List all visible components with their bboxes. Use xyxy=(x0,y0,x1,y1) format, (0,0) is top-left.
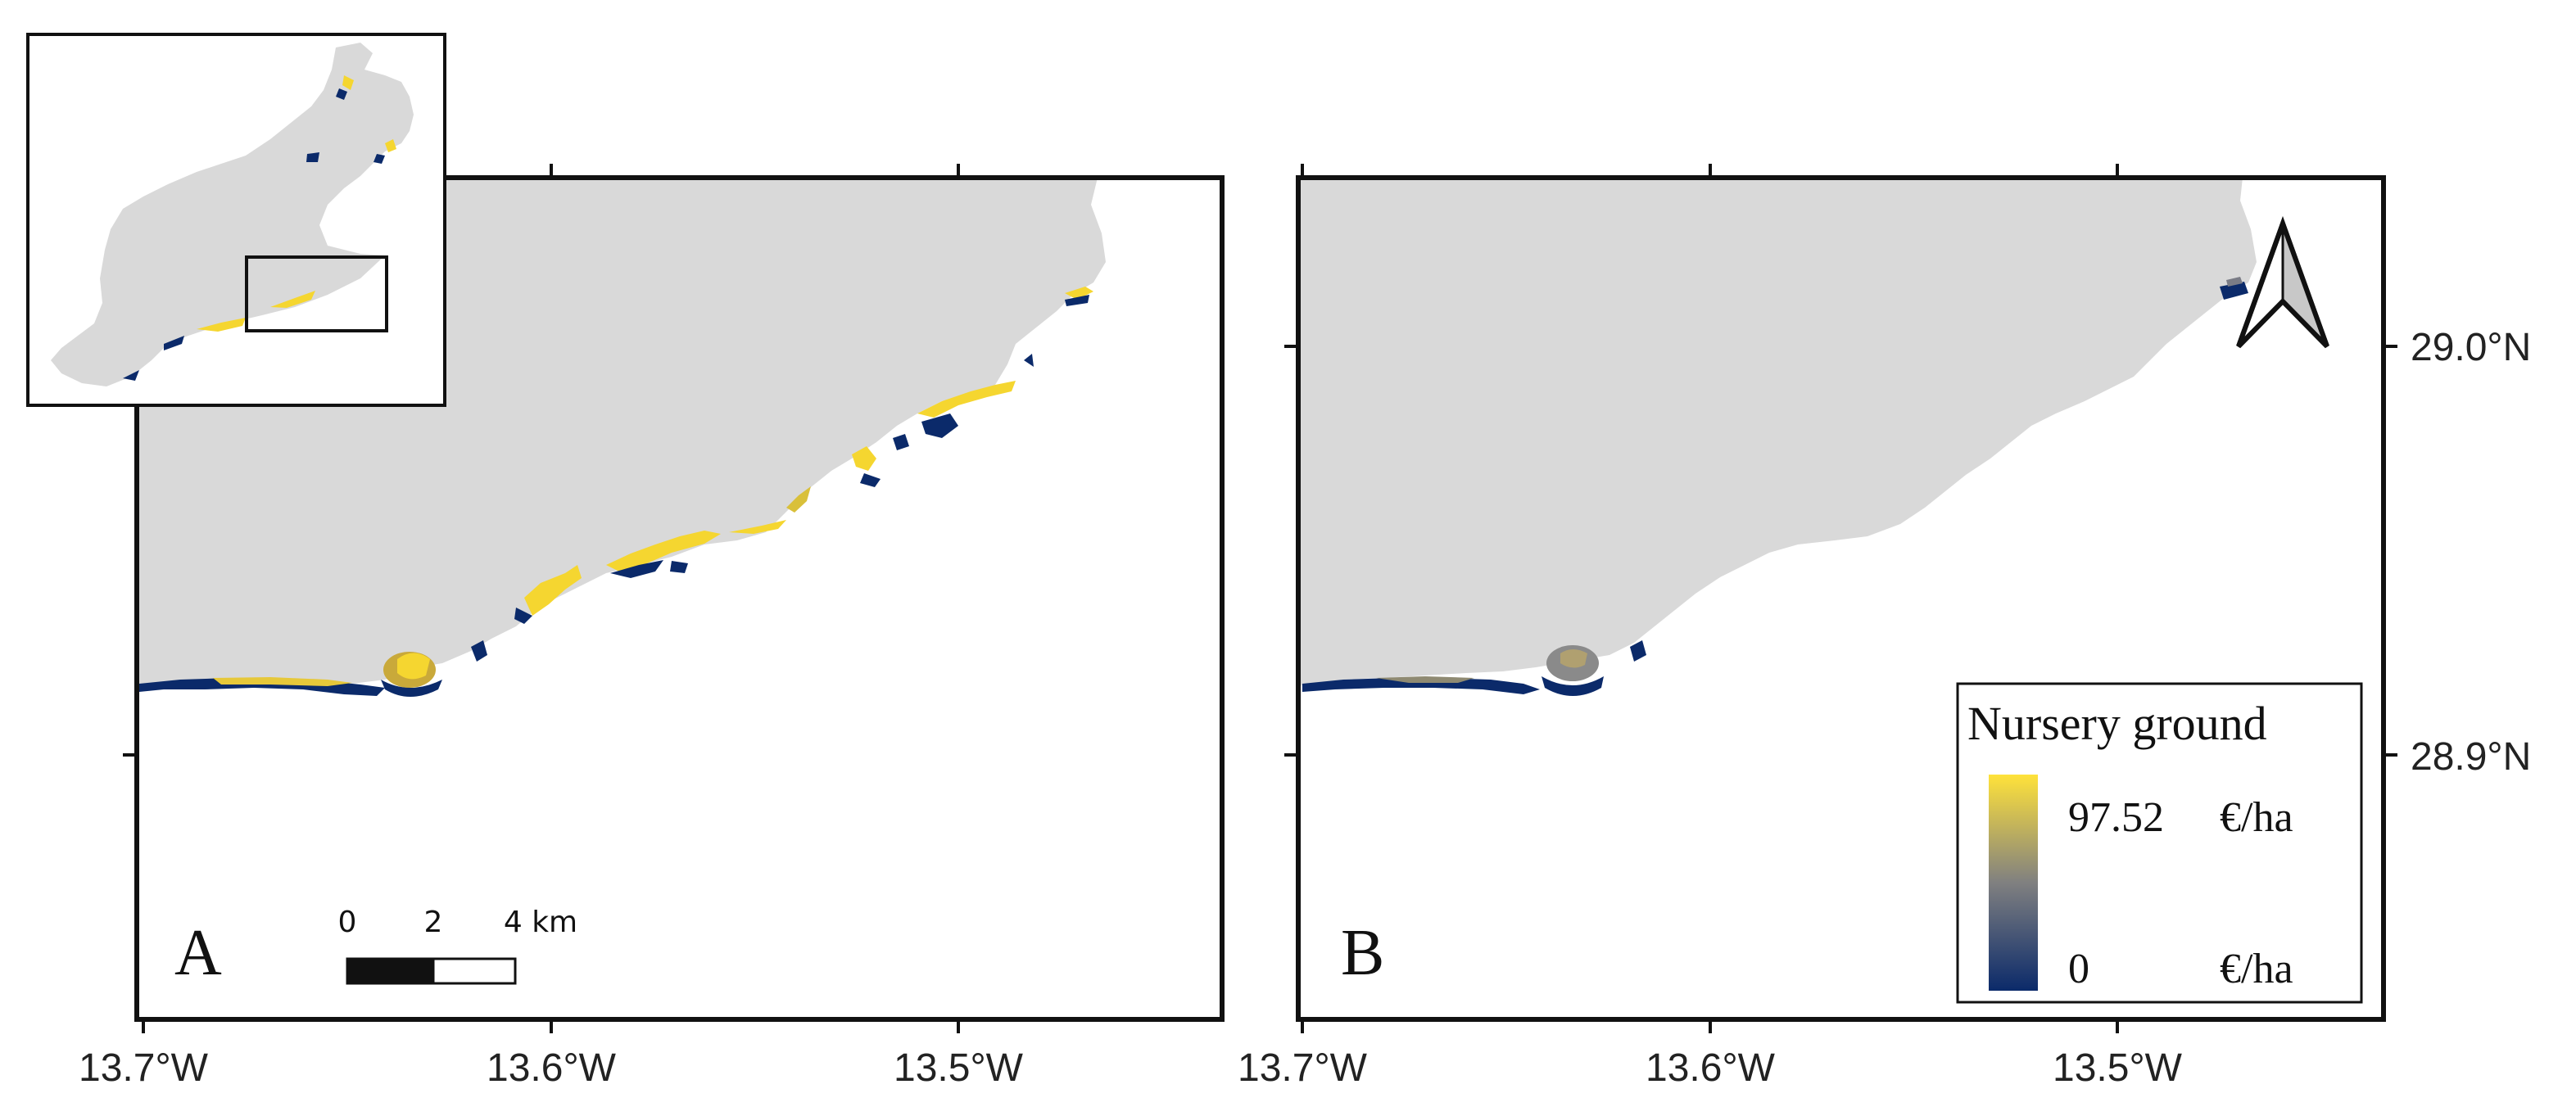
inset-island-land xyxy=(51,43,414,386)
panel-a-coastal-patches xyxy=(139,287,1093,697)
panel-b-y-tick-label: 29.0°N xyxy=(2411,326,2531,369)
north-arrow-icon xyxy=(2236,216,2329,349)
panel-a-letter: A xyxy=(174,917,222,989)
legend-title: Nursery ground xyxy=(1967,697,2267,750)
panel-b-bottom-ticks xyxy=(1301,1019,2119,1033)
panel-b-x-tick-label: 13.5°W xyxy=(2053,1046,2183,1090)
panel-a-bottom-ticks xyxy=(142,1019,960,1033)
panel-b: 13.7°W 13.6°W 13.5°W 29.0°N 28.9°N B Nur… xyxy=(1238,164,2531,1090)
panel-b-land xyxy=(1298,178,2257,686)
scale-bar-label: 4 km xyxy=(504,906,577,939)
panel-a-x-tick-label: 13.5°W xyxy=(894,1046,1024,1090)
legend: Nursery ground 97.52 €/ha 0 €/ha xyxy=(1956,682,2363,1004)
panel-a-top-ticks xyxy=(550,164,960,178)
legend-max-unit: €/ha xyxy=(2220,794,2293,841)
panel-b-y-tick-label: 28.9°N xyxy=(2411,735,2531,779)
scale-bar-label: 0 xyxy=(338,906,357,939)
legend-color-ramp xyxy=(1989,775,2038,991)
panel-b-left-ticks xyxy=(1284,345,1298,757)
inset-map xyxy=(26,33,446,407)
panel-b-x-tick-label: 13.6°W xyxy=(1646,1046,1776,1090)
panel-b-frame xyxy=(1296,175,2386,1022)
panel-b-top-ticks xyxy=(1301,164,2119,178)
panel-a-x-tick-label: 13.6°W xyxy=(487,1046,617,1090)
panel-a-x-tick-label: 13.7°W xyxy=(79,1046,209,1090)
legend-min-unit: €/ha xyxy=(2220,946,2293,992)
legend-min-value: 0 xyxy=(2068,946,2089,992)
scale-bar: 0 2 4 km xyxy=(338,906,577,985)
panel-b-x-tick-label: 13.7°W xyxy=(1238,1046,1368,1090)
panel-b-letter: B xyxy=(1341,917,1384,989)
scale-bar-label: 2 xyxy=(424,906,443,939)
panel-b-coastal-patches xyxy=(1302,277,2248,696)
inset-extent-box xyxy=(245,255,388,332)
legend-max-value: 97.52 xyxy=(2068,794,2164,841)
inset-coastal-patches xyxy=(123,75,396,381)
panel-b-right-ticks xyxy=(2384,345,2397,757)
panel-a-frame xyxy=(134,175,1225,1022)
